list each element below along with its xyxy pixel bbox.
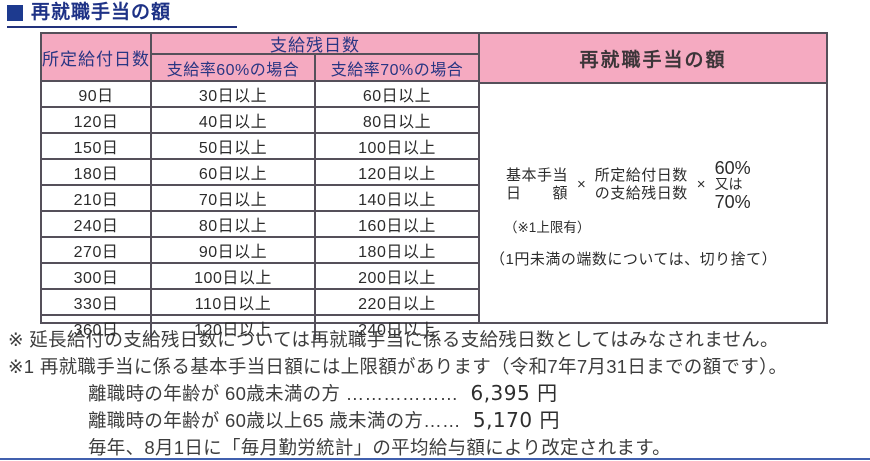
header-rate60: 支給率60%の場合 bbox=[152, 55, 316, 80]
table-row: 330日 110日以上 220日以上 bbox=[42, 290, 478, 316]
cell-rate70-days: 120日以上 bbox=[358, 166, 436, 183]
cell-rate70-days: 100日以上 bbox=[358, 140, 436, 157]
cell-rate60-days: 100日以上 bbox=[152, 264, 316, 288]
table-row: 270日 90日以上 180日以上 bbox=[42, 238, 478, 264]
formula-term1-line2: 日 額 bbox=[506, 185, 568, 203]
header-remaining-days: 支給残日数 bbox=[152, 34, 478, 55]
cell-rate60-days: 120日以上 bbox=[152, 316, 316, 340]
cell-rate60-days: 110日以上 bbox=[152, 290, 316, 314]
formula-rate-60: 60% bbox=[714, 158, 751, 179]
rounding-note: （1円未満の端数については、切り捨て） bbox=[490, 250, 778, 268]
table-row: 300日 100日以上 200日以上 bbox=[42, 264, 478, 290]
footnote-cap: ※1 再就職手当に係る基本手当日額には上限額があります（令和7年7月31日までの… bbox=[8, 356, 788, 377]
cell-rate70-days: 240日以上 bbox=[358, 322, 436, 339]
header-rate60-label: 支給率60%の場合 bbox=[166, 61, 300, 79]
page-title: 再就職手当の額 bbox=[31, 2, 172, 23]
formula-rate-70: 70% bbox=[714, 191, 751, 212]
footnote-60to65: 離職時の年齢が 60歳以上65 歳未満の方…… 5,170 円 bbox=[88, 407, 868, 434]
formula: 基本手当 日 額 × 所定給付日数 の支給残日数 × 60% 又は 70% bbox=[506, 159, 820, 210]
formula-term-rate: 60% 又は 70% bbox=[715, 159, 751, 210]
table-row: 210日 70日以上 140日以上 bbox=[42, 186, 478, 212]
60to65-label: 離職時の年齢が 60歳以上65 歳未満の方…… bbox=[88, 410, 461, 431]
cell-rate70-days: 200日以上 bbox=[358, 270, 436, 287]
cell-rate60-days: 40日以上 bbox=[152, 108, 316, 132]
bottom-accent-line bbox=[0, 458, 870, 460]
footnote-revision: 毎年、8月1日に「毎月勤労統計」の平均給与額により改定されます。 bbox=[88, 437, 671, 458]
header-remaining-days-label: 支給残日数 bbox=[270, 36, 360, 55]
table-header: 所定給付日数 支給残日数 支給率60%の場合 支給率70%の場合 bbox=[42, 34, 478, 82]
cell-prescribed-days: 330日 bbox=[42, 290, 152, 314]
under60-label: 離職時の年齢が 60歳未満の方 ……………… bbox=[88, 383, 459, 404]
cell-rate60-days: 90日以上 bbox=[152, 238, 316, 262]
footnote-extension: ※ 延長給付の支給残日数については再就職手当に係る支給残日数としてはみなされませ… bbox=[8, 329, 779, 350]
cell-rate70-days: 140日以上 bbox=[358, 192, 436, 209]
cell-prescribed-days: 180日 bbox=[42, 160, 152, 184]
under60-amount: 6,395 円 bbox=[470, 381, 558, 405]
formula-term-basic-allowance: 基本手当 日 額 bbox=[506, 167, 568, 203]
formula-term1-line2-left: 日 bbox=[506, 184, 522, 202]
cell-prescribed-days: 90日 bbox=[42, 82, 152, 106]
cell-prescribed-days: 150日 bbox=[42, 134, 152, 158]
cell-rate60-days: 30日以上 bbox=[152, 82, 316, 106]
footnotes: ※ 延長給付の支給残日数については再就職手当に係る支給残日数としてはみなされませ… bbox=[8, 326, 868, 461]
cell-rate60-days: 80日以上 bbox=[152, 212, 316, 236]
header-subrow: 支給率60%の場合 支給率70%の場合 bbox=[152, 55, 478, 82]
header-remaining-days-group: 支給残日数 支給率60%の場合 支給率70%の場合 bbox=[152, 34, 478, 82]
cell-rate70-days: 160日以上 bbox=[358, 218, 436, 235]
cell-rate70-days: 220日以上 bbox=[358, 296, 436, 313]
cell-prescribed-days: 210日 bbox=[42, 186, 152, 210]
cell-rate70-days: 80日以上 bbox=[362, 114, 432, 131]
header-rate70-label: 支給率70%の場合 bbox=[330, 61, 464, 79]
cell-rate60-days: 60日以上 bbox=[152, 160, 316, 184]
square-bullet-icon bbox=[7, 4, 23, 21]
cell-prescribed-days: 300日 bbox=[42, 264, 152, 288]
cell-prescribed-days: 120日 bbox=[42, 108, 152, 132]
multiply-sign: × bbox=[696, 176, 706, 194]
allowance-formula-cell: 基本手当 日 額 × 所定給付日数 の支給残日数 × 60% 又は 70% bbox=[480, 84, 826, 322]
cell-rate70-days: 60日以上 bbox=[362, 88, 432, 105]
cell-rate70-days: 180日以上 bbox=[358, 244, 436, 261]
table-row: 120日 40日以上 80日以上 bbox=[42, 108, 478, 134]
header-prescribed-days: 所定給付日数 bbox=[42, 34, 152, 82]
table-left-section: 所定給付日数 支給残日数 支給率60%の場合 支給率70%の場合 90日 30 bbox=[42, 34, 478, 340]
table-row: 90日 30日以上 60日以上 bbox=[42, 82, 478, 108]
cell-prescribed-days: 360日 bbox=[42, 316, 152, 340]
table-row: 240日 80日以上 160日以上 bbox=[42, 212, 478, 238]
footnote-under60: 離職時の年齢が 60歳未満の方 ……………… 6,395 円 bbox=[88, 380, 868, 407]
formula-term1-line2-right: 額 bbox=[552, 184, 569, 202]
formula-term1-line1: 基本手当 bbox=[506, 166, 569, 184]
formula-term2-line2: の支給残日数 bbox=[594, 184, 688, 202]
table-row: 150日 50日以上 100日以上 bbox=[42, 134, 478, 160]
page-title-block: 再就職手当の額 bbox=[7, 3, 237, 28]
formula-rate-or: 又は bbox=[714, 176, 743, 193]
formula-term-remaining-days: 所定給付日数 の支給残日数 bbox=[595, 167, 688, 203]
multiply-sign: × bbox=[577, 176, 586, 194]
cell-prescribed-days: 270日 bbox=[42, 238, 152, 262]
formula-term2-line1: 所定給付日数 bbox=[594, 166, 688, 184]
table-body: 90日 30日以上 60日以上 120日 40日以上 80日以上 150日 50… bbox=[42, 82, 478, 340]
allowance-table: 所定給付日数 支給残日数 支給率60%の場合 支給率70%の場合 90日 30 bbox=[40, 32, 828, 340]
cell-rate60-days: 70日以上 bbox=[152, 186, 316, 210]
header-rate70: 支給率70%の場合 bbox=[316, 55, 478, 80]
table-row: 360日 120日以上 240日以上 bbox=[42, 316, 478, 340]
60to65-amount: 5,170 円 bbox=[472, 408, 560, 432]
table-right-section: 再就職手当の額 基本手当 日 額 × 所定給付日数 の支給残日数 × 60% bbox=[478, 34, 826, 322]
cell-prescribed-days: 240日 bbox=[42, 212, 152, 236]
header-allowance-amount: 再就職手当の額 bbox=[480, 34, 826, 84]
header-prescribed-days-label: 所定給付日数 bbox=[42, 49, 150, 69]
cap-note: （※1上限有） bbox=[504, 219, 591, 235]
cell-rate60-days: 50日以上 bbox=[152, 134, 316, 158]
table-row: 180日 60日以上 120日以上 bbox=[42, 160, 478, 186]
